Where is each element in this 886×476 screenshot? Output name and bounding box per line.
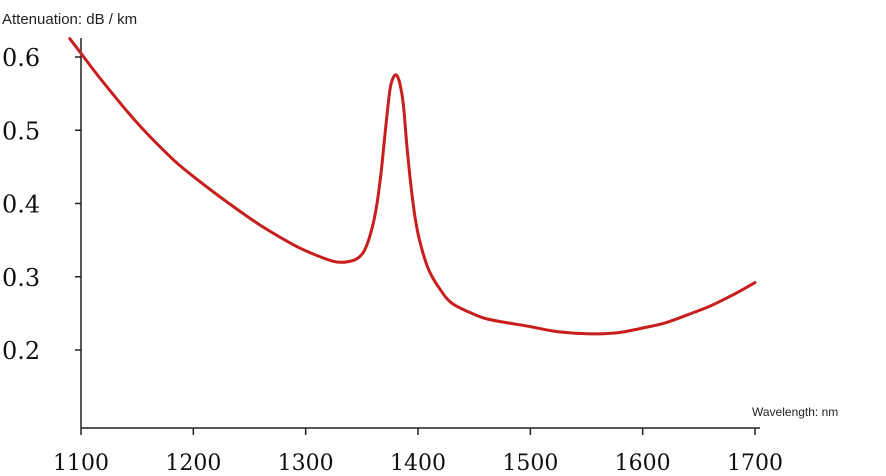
x-tick-label: 1700 bbox=[727, 451, 783, 476]
y-tick-label: 0.5 bbox=[2, 117, 40, 145]
y-tick-label: 0.4 bbox=[2, 191, 40, 219]
y-tick-label: 0.2 bbox=[2, 337, 40, 365]
x-tick-label: 1100 bbox=[53, 451, 109, 476]
y-ticks: 0.2 0.3 0.4 0.5 0.6 bbox=[2, 44, 81, 365]
x-tick-label: 1200 bbox=[165, 451, 221, 476]
x-axis-label: Wavelength: nm bbox=[752, 405, 838, 419]
y-tick-label: 0.3 bbox=[2, 264, 40, 292]
axes bbox=[80, 38, 760, 429]
y-tick-label: 0.6 bbox=[2, 44, 40, 72]
y-axis-label: Attenuation: dB / km bbox=[2, 11, 137, 28]
x-tick-label: 1400 bbox=[390, 451, 446, 476]
series-group bbox=[68, 37, 757, 336]
x-tick-label: 1300 bbox=[278, 451, 334, 476]
attenuation-curve bbox=[68, 37, 757, 336]
x-tick-label: 1500 bbox=[502, 451, 558, 476]
x-ticks: 1100 1200 1300 1400 1500 1600 1700 bbox=[53, 428, 783, 476]
x-tick-label: 1600 bbox=[615, 451, 671, 476]
